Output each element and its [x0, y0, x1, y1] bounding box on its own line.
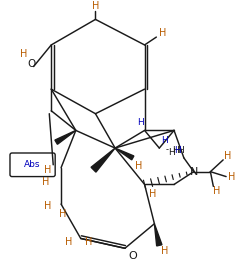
Text: H: H: [228, 172, 236, 182]
Text: H: H: [137, 118, 144, 127]
Text: H: H: [42, 177, 49, 188]
Text: O: O: [28, 59, 36, 69]
Text: H: H: [135, 161, 142, 171]
Text: -: -: [166, 146, 169, 155]
Text: H: H: [20, 49, 27, 59]
Text: H: H: [175, 146, 181, 155]
Text: Abs: Abs: [24, 160, 41, 169]
Text: H: H: [92, 1, 99, 11]
Text: H: H: [168, 148, 174, 156]
Polygon shape: [91, 148, 115, 172]
Text: H: H: [159, 28, 166, 38]
Text: H: H: [172, 146, 178, 155]
Text: N: N: [189, 167, 198, 177]
Polygon shape: [55, 130, 76, 144]
Text: H: H: [161, 136, 168, 145]
Text: H: H: [160, 246, 168, 256]
Text: H: H: [213, 186, 220, 196]
Text: H: H: [85, 237, 92, 247]
Text: O: O: [129, 251, 137, 261]
Text: H: H: [44, 165, 51, 175]
Text: H: H: [149, 189, 156, 199]
Polygon shape: [115, 148, 134, 160]
Text: H: H: [178, 146, 184, 155]
FancyBboxPatch shape: [10, 153, 55, 177]
Text: H: H: [44, 201, 51, 211]
Text: H: H: [224, 151, 232, 161]
Text: H: H: [65, 237, 73, 247]
Polygon shape: [154, 224, 162, 246]
Text: H: H: [59, 209, 67, 219]
